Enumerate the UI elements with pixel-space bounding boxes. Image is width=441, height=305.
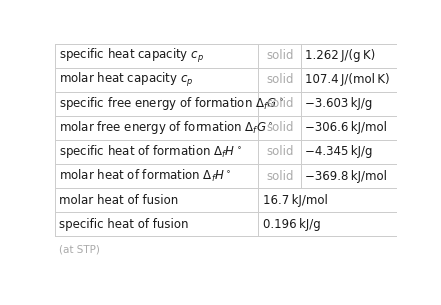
Text: molar free energy of formation $\Delta_f G^\circ$: molar free energy of formation $\Delta_f… (59, 119, 274, 136)
Text: molar heat capacity $c_p$: molar heat capacity $c_p$ (59, 71, 194, 89)
Text: solid: solid (266, 170, 294, 182)
Text: molar heat of fusion: molar heat of fusion (59, 194, 179, 206)
Text: solid: solid (266, 145, 294, 159)
Text: (at STP): (at STP) (59, 244, 99, 254)
Text: molar heat of formation $\Delta_f H^\circ$: molar heat of formation $\Delta_f H^\cir… (59, 168, 232, 184)
Text: 0.196 kJ/g: 0.196 kJ/g (262, 218, 320, 231)
Text: −4.345 kJ/g: −4.345 kJ/g (305, 145, 373, 159)
Text: solid: solid (266, 73, 294, 86)
Text: specific heat of fusion: specific heat of fusion (59, 218, 189, 231)
Text: −369.8 kJ/mol: −369.8 kJ/mol (305, 170, 387, 182)
Text: specific free energy of formation $\Delta_f G^\circ$: specific free energy of formation $\Delt… (59, 95, 284, 112)
Text: −306.6 kJ/mol: −306.6 kJ/mol (305, 121, 387, 135)
Text: solid: solid (266, 121, 294, 135)
Text: 1.262 J/(g K): 1.262 J/(g K) (305, 49, 376, 62)
Text: specific heat capacity $c_p$: specific heat capacity $c_p$ (59, 47, 204, 65)
Text: solid: solid (266, 49, 294, 62)
Text: specific heat of formation $\Delta_f H^\circ$: specific heat of formation $\Delta_f H^\… (59, 143, 242, 160)
Text: solid: solid (266, 97, 294, 110)
Text: 16.7 kJ/mol: 16.7 kJ/mol (262, 194, 328, 206)
Text: −3.603 kJ/g: −3.603 kJ/g (305, 97, 373, 110)
Text: 107.4 J/(mol K): 107.4 J/(mol K) (305, 73, 390, 86)
